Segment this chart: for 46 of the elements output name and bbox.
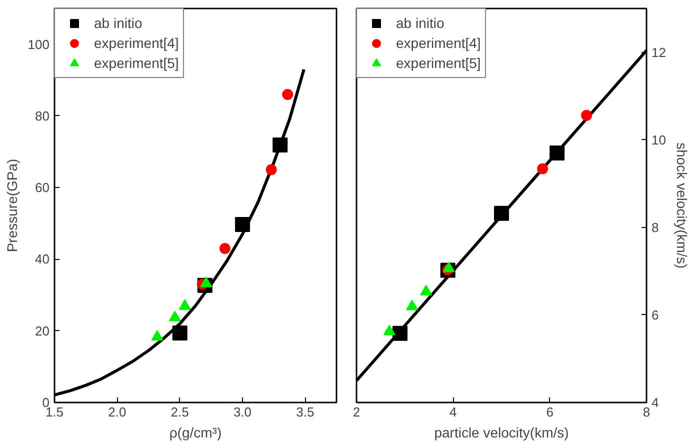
point: [537, 163, 548, 174]
point: [494, 206, 509, 221]
legend-label: experiment[5]: [94, 55, 179, 71]
point: [420, 284, 432, 296]
y-axis-title: Pressure(GPa): [4, 158, 20, 252]
point: [581, 110, 592, 121]
point: [550, 145, 565, 160]
x-tick-label: 4: [450, 404, 457, 420]
point: [392, 326, 408, 341]
x-axis-title: ρ(g/cm³): [169, 424, 222, 440]
x-tick-label: 6: [546, 404, 554, 420]
x-axis-title: particle velocity(km/s): [434, 424, 569, 440]
point: [200, 276, 212, 288]
point: [282, 88, 294, 100]
x-tick-label: 2.0: [108, 404, 126, 420]
point: [383, 324, 396, 336]
point: [151, 330, 164, 341]
point: [219, 242, 230, 254]
point: [178, 299, 191, 310]
y-tick-label: 100: [28, 36, 50, 52]
y-tick-label: 12: [652, 44, 666, 60]
x-tick-label: 3.5: [296, 404, 314, 420]
y-tick-label: 6: [652, 307, 659, 322]
point: [266, 164, 277, 176]
point: [406, 300, 418, 310]
y-tick-label: 80: [35, 108, 50, 124]
legend-label: experiment[5]: [396, 55, 481, 71]
legend-label: experiment[4]: [396, 35, 481, 51]
y-tick-label: 8: [652, 220, 659, 235]
point: [172, 326, 188, 341]
x-tick-label: 2: [352, 404, 360, 420]
point: [442, 262, 455, 272]
point: [235, 216, 250, 232]
legend-label: ab initio: [396, 15, 444, 31]
x-tick-label: 3.0: [233, 404, 252, 420]
point: [168, 310, 181, 322]
y-tick-label: 40: [35, 252, 50, 267]
point: [272, 137, 288, 152]
y-tick-label: 60: [35, 180, 50, 196]
y-tick-label: 20: [35, 323, 50, 338]
legend-label: ab initio: [94, 15, 142, 31]
y-axis-title: shock velocity(km/s): [674, 142, 690, 269]
legend-label: experiment[4]: [94, 35, 179, 51]
y-tick-label: 10: [652, 132, 666, 148]
y-tick-label: 4: [652, 395, 659, 410]
x-tick-label: 2.5: [170, 404, 189, 420]
